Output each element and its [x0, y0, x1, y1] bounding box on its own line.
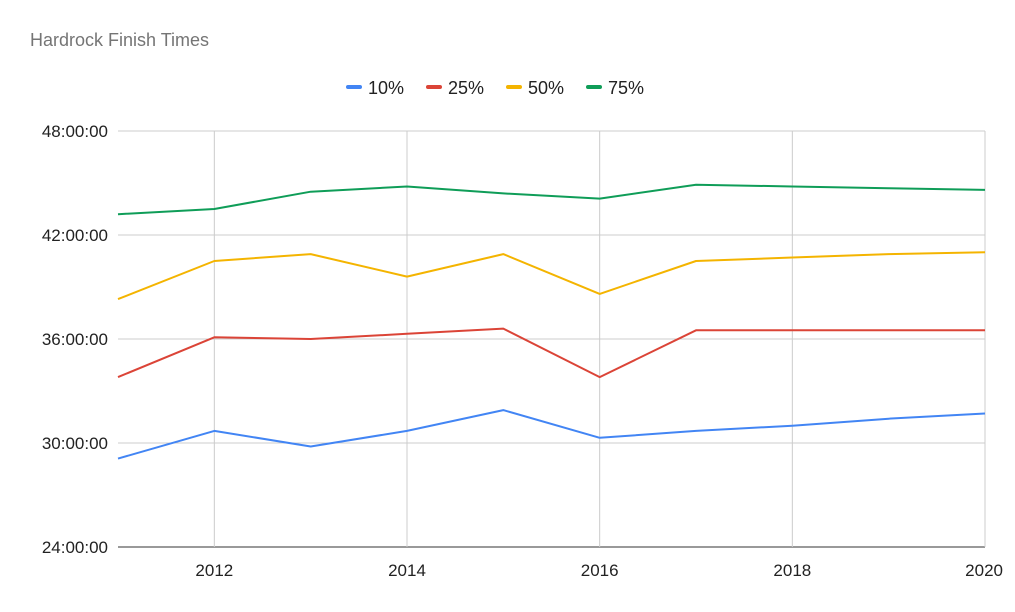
y-tick-label: 36:00:00 — [42, 330, 108, 349]
legend: 10% 25% 50% 75% — [346, 78, 644, 98]
x-tick-label: 2014 — [388, 561, 426, 580]
y-tick-label: 24:00:00 — [42, 538, 108, 557]
y-tick-label: 42:00:00 — [42, 226, 108, 245]
x-tick-label: 2020 — [965, 561, 1003, 580]
grid-layer — [118, 130, 986, 548]
series-line-25pct — [117, 327, 985, 379]
x-tick-label: 2012 — [195, 561, 233, 580]
y-tick-label: 30:00:00 — [42, 434, 108, 453]
y-tick-label: 48:00:00 — [42, 122, 108, 141]
legend-label: 25% — [448, 78, 484, 98]
series-line-75pct — [117, 183, 986, 216]
x-tick-label: 2016 — [581, 561, 619, 580]
legend-label: 50% — [528, 78, 564, 98]
series-line-50pct — [117, 251, 986, 301]
x-tick-label: 2018 — [773, 561, 811, 580]
series-line-10pct — [117, 409, 986, 460]
series-layer — [117, 183, 986, 460]
legend-label: 10% — [368, 78, 404, 98]
legend-label: 75% — [608, 78, 644, 98]
axis-layer: 24:00:00 30:00:00 36:00:00 42:00:00 48:00:00… — [42, 122, 1003, 580]
chart-title: Hardrock Finish Times — [30, 30, 210, 50]
